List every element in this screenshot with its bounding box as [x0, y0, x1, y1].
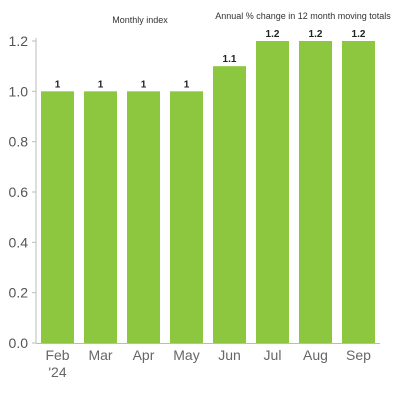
bar-value-label: 1.1 [223, 54, 237, 65]
bar [84, 91, 117, 343]
x-axis-ticks: Feb'24 Mar Apr May Jun Jul Aug Sep [45, 347, 371, 380]
annotation-right: Annual % change in 12 month moving total… [215, 11, 391, 21]
x-tick-sublabel: '24 [48, 364, 66, 380]
y-tick-label: 0.2 [9, 285, 29, 301]
y-tick-label: 1.2 [9, 33, 29, 49]
x-tick-label: May [173, 347, 199, 363]
bar-value-label: 1 [141, 79, 147, 90]
y-tick-label: 0.0 [9, 335, 29, 351]
bar [256, 41, 289, 343]
bar [342, 41, 375, 343]
bar-value-label: 1.2 [309, 29, 323, 40]
data-labels: 1 1 1 1 1.1 1.2 1.2 1.2 [55, 29, 366, 90]
y-axis-ticks: 0.0 0.2 0.4 0.6 0.8 1.0 1.2 [9, 33, 36, 351]
x-tick-label: Sep [346, 347, 371, 363]
y-tick-label: 1.0 [9, 83, 29, 99]
bar-value-label: 1 [184, 79, 190, 90]
x-tick-label: Jul [264, 347, 282, 363]
bar-value-label: 1.2 [266, 29, 280, 40]
bar-value-label: 1 [98, 79, 104, 90]
bar [127, 91, 160, 343]
x-tick-label: Jun [218, 347, 241, 363]
bar [213, 66, 246, 344]
bar-value-label: 1 [55, 79, 61, 90]
bar-value-label: 1.2 [352, 29, 366, 40]
bar [41, 91, 74, 343]
y-tick-label: 0.8 [9, 134, 29, 150]
x-tick-label: Feb [45, 347, 69, 363]
annotation-left: Monthly index [112, 15, 168, 25]
y-tick-label: 0.6 [9, 184, 29, 200]
y-tick-label: 0.4 [9, 234, 29, 250]
x-tick-label: Aug [303, 347, 328, 363]
x-tick-label: Apr [133, 347, 155, 363]
x-tick-label: Mar [88, 347, 112, 363]
bar [299, 41, 332, 343]
bar [170, 91, 203, 343]
bar-series [41, 41, 375, 344]
